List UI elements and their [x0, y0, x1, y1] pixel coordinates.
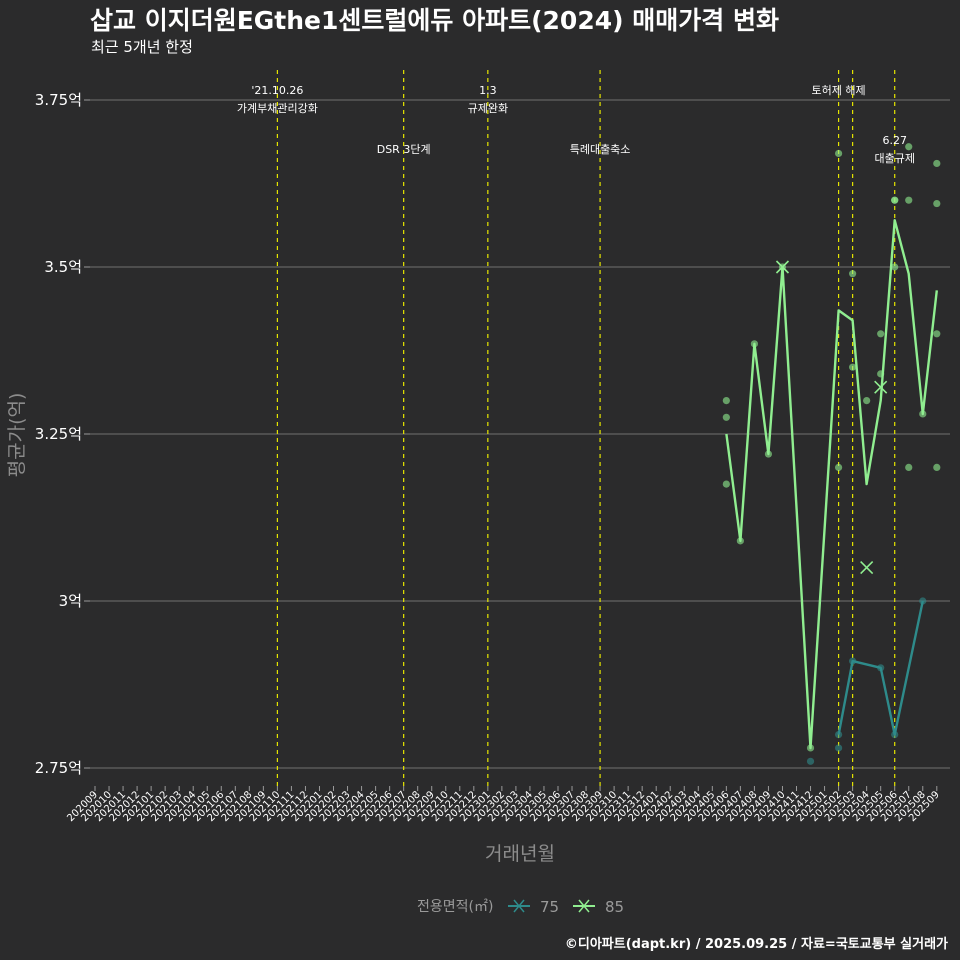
policy-label: '21.10.26: [251, 84, 303, 97]
y-tick-labels: 2.75억 3억 3.25억 3.5억 3.75억: [35, 91, 82, 777]
data-point: [849, 363, 857, 371]
data-point: [933, 463, 941, 471]
data-point: [722, 413, 730, 421]
data-point: [834, 744, 843, 752]
data-point: [933, 199, 941, 208]
policy-label: 1.3: [479, 84, 497, 97]
y-tick-label: 3억: [59, 592, 82, 610]
policy-label: 대출규제: [874, 152, 914, 165]
data-series: [722, 143, 941, 765]
legend-85-marker-icon: [578, 899, 590, 913]
y-axis-title: 평균가(억): [6, 393, 28, 478]
data-point: [722, 480, 730, 488]
policy-label: 토허제 해제: [812, 83, 866, 97]
chart-subtitle: 최근 5개년 한정: [91, 38, 193, 56]
y-tick-label: 3.5억: [44, 258, 82, 276]
legend-title: 전용면적(㎡): [417, 899, 493, 915]
series-75: [806, 597, 927, 765]
cross-marker: [775, 260, 790, 274]
policy-label: 특례대출축소: [570, 143, 631, 156]
x-tick-labels: 2020092020102020112020122021012021022021…: [65, 786, 942, 824]
legend-75-marker-icon: [513, 899, 525, 913]
series-line: [837, 600, 924, 736]
cross-marker: [874, 380, 888, 394]
data-point: [933, 330, 941, 338]
data-point: [834, 149, 843, 158]
series-85: [722, 143, 941, 752]
chart-title: 삽교 이지더원EGthe1센트럴에듀 아파트(2024) 매매가격 변화: [90, 6, 779, 35]
y-tick-label: 3.75억: [35, 91, 82, 109]
data-point: [905, 143, 913, 151]
data-point: [834, 463, 843, 471]
legend-75-label: 75: [540, 898, 559, 916]
policy-label: DSR 3단계: [377, 143, 431, 156]
data-point: [891, 196, 899, 204]
data-point: [806, 757, 815, 765]
data-point: [834, 731, 843, 739]
legend-85-label: 85: [605, 898, 624, 916]
data-point: [891, 263, 899, 271]
data-point: [849, 270, 857, 278]
policy-label: 규제완화: [468, 102, 508, 115]
series-line: [725, 219, 938, 750]
x-axis-title: 거래년월: [485, 843, 555, 865]
data-point: [905, 196, 913, 204]
y-tick-label: 2.75억: [35, 759, 82, 777]
data-point: [863, 397, 871, 405]
data-point: [905, 463, 913, 471]
data-point: [722, 397, 730, 405]
cross-marker: [860, 561, 874, 575]
y-tick-label: 3.25억: [35, 425, 82, 443]
caption: ©디아파트(dapt.kr) / 2025.09.25 / 자료=국토교통부 실…: [565, 936, 948, 952]
y-gridlines: [84, 99, 950, 769]
legend: 전용면적(㎡) 75 85: [417, 898, 624, 916]
policy-label: 가계부채관리강화: [237, 102, 318, 115]
data-point: [933, 159, 941, 168]
policy-label: 6.27: [882, 134, 907, 147]
data-point: [877, 330, 885, 338]
